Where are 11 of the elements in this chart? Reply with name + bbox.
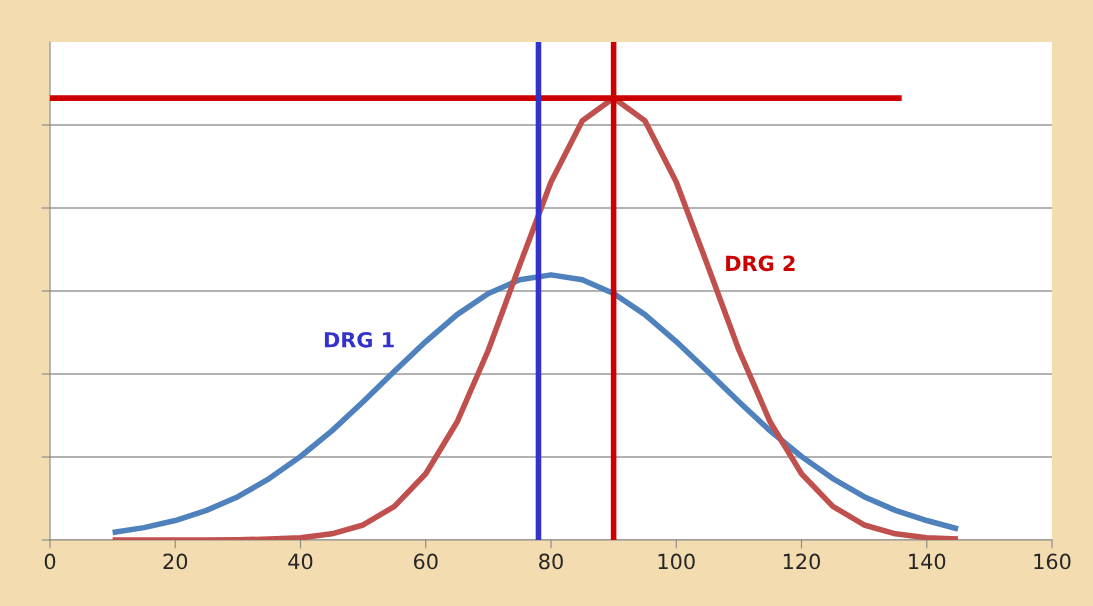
x-tick-label: 80 [539,553,563,570]
x-tick-label: 20 [163,553,188,570]
x-tick-label: 60 [413,553,438,570]
x-tick-label: 140 [909,553,946,570]
x-tick-label: 120 [783,553,820,570]
x-tick-label: 100 [658,553,695,570]
series-label: DRG 1 [324,331,394,348]
series-label: DRG 2 [726,255,795,272]
x-tick-label: 40 [288,553,313,570]
x-tick-label: 0 [44,553,56,570]
x-tick-label: 160 [1034,553,1071,570]
